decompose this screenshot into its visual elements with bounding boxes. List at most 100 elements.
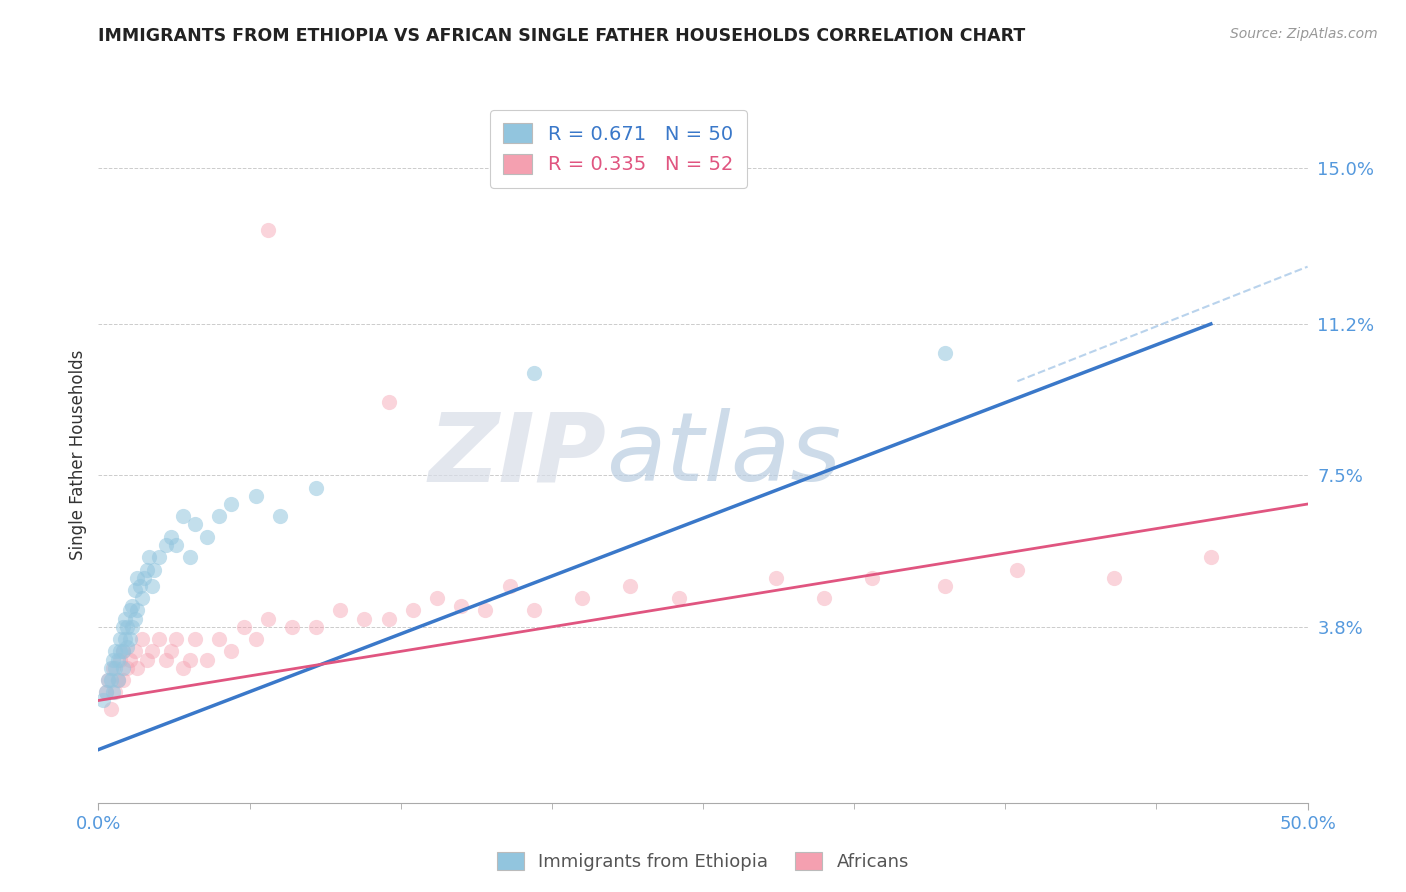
Point — [765, 571, 787, 585]
Point — [245, 632, 267, 646]
Point — [143, 562, 166, 576]
Point — [107, 652, 129, 666]
Point — [1102, 571, 1125, 585]
Point — [450, 599, 472, 614]
Point — [329, 603, 352, 617]
Point — [100, 661, 122, 675]
Point — [104, 644, 127, 658]
Point — [117, 620, 139, 634]
Point — [141, 644, 163, 658]
Point — [208, 632, 231, 646]
Point — [101, 661, 124, 675]
Point — [141, 579, 163, 593]
Point — [127, 571, 149, 585]
Point — [131, 591, 153, 606]
Y-axis label: Single Father Households: Single Father Households — [69, 350, 87, 560]
Point — [269, 509, 291, 524]
Point — [135, 562, 157, 576]
Point — [498, 579, 520, 593]
Point — [100, 673, 122, 687]
Point — [221, 497, 243, 511]
Point — [619, 579, 641, 593]
Point — [91, 693, 114, 707]
Point — [107, 673, 129, 687]
Point — [121, 620, 143, 634]
Point — [256, 612, 278, 626]
Text: IMMIGRANTS FROM ETHIOPIA VS AFRICAN SINGLE FATHER HOUSEHOLDS CORRELATION CHART: IMMIGRANTS FROM ETHIOPIA VS AFRICAN SING… — [98, 27, 1025, 45]
Point — [184, 632, 207, 646]
Point — [108, 632, 131, 646]
Point — [305, 481, 328, 495]
Point — [134, 571, 156, 585]
Point — [426, 591, 449, 606]
Point — [97, 673, 120, 687]
Point — [127, 661, 149, 675]
Point — [131, 632, 153, 646]
Point — [165, 632, 187, 646]
Point — [184, 517, 207, 532]
Point — [208, 509, 231, 524]
Point — [117, 661, 139, 675]
Point — [172, 509, 194, 524]
Point — [118, 603, 141, 617]
Point — [107, 673, 129, 687]
Point — [101, 652, 124, 666]
Point — [111, 620, 134, 634]
Point — [135, 652, 157, 666]
Legend: R = 0.671   N = 50, R = 0.335   N = 52: R = 0.671 N = 50, R = 0.335 N = 52 — [489, 110, 747, 188]
Point — [813, 591, 835, 606]
Point — [124, 612, 146, 626]
Point — [353, 612, 375, 626]
Point — [377, 394, 399, 409]
Point — [124, 582, 146, 597]
Point — [256, 223, 278, 237]
Point — [148, 550, 170, 565]
Point — [934, 345, 956, 359]
Point — [402, 603, 425, 617]
Point — [111, 644, 134, 658]
Point — [114, 632, 136, 646]
Text: Source: ZipAtlas.com: Source: ZipAtlas.com — [1230, 27, 1378, 41]
Point — [160, 644, 183, 658]
Point — [523, 366, 546, 380]
Point — [160, 530, 183, 544]
Point — [172, 661, 194, 675]
Point — [668, 591, 690, 606]
Point — [108, 644, 131, 658]
Point — [1007, 562, 1029, 576]
Point — [571, 591, 593, 606]
Point — [377, 612, 399, 626]
Point — [165, 538, 187, 552]
Point — [281, 620, 304, 634]
Point — [108, 652, 131, 666]
Point — [97, 673, 120, 687]
Point — [111, 661, 134, 675]
Point — [94, 685, 117, 699]
Point — [100, 701, 122, 715]
Point — [179, 550, 201, 565]
Point — [474, 603, 496, 617]
Point — [114, 612, 136, 626]
Point — [860, 571, 883, 585]
Point — [305, 620, 328, 634]
Text: ZIP: ZIP — [429, 409, 606, 501]
Point — [121, 599, 143, 614]
Point — [94, 685, 117, 699]
Point — [523, 603, 546, 617]
Point — [118, 632, 141, 646]
Point — [221, 644, 243, 658]
Legend: Immigrants from Ethiopia, Africans: Immigrants from Ethiopia, Africans — [489, 845, 917, 879]
Point — [195, 652, 218, 666]
Point — [111, 673, 134, 687]
Point — [155, 652, 177, 666]
Point — [101, 685, 124, 699]
Point — [232, 620, 254, 634]
Point — [124, 644, 146, 658]
Point — [104, 661, 127, 675]
Point — [117, 640, 139, 655]
Point — [128, 579, 150, 593]
Point — [155, 538, 177, 552]
Point — [934, 579, 956, 593]
Text: atlas: atlas — [606, 409, 841, 501]
Point — [138, 550, 160, 565]
